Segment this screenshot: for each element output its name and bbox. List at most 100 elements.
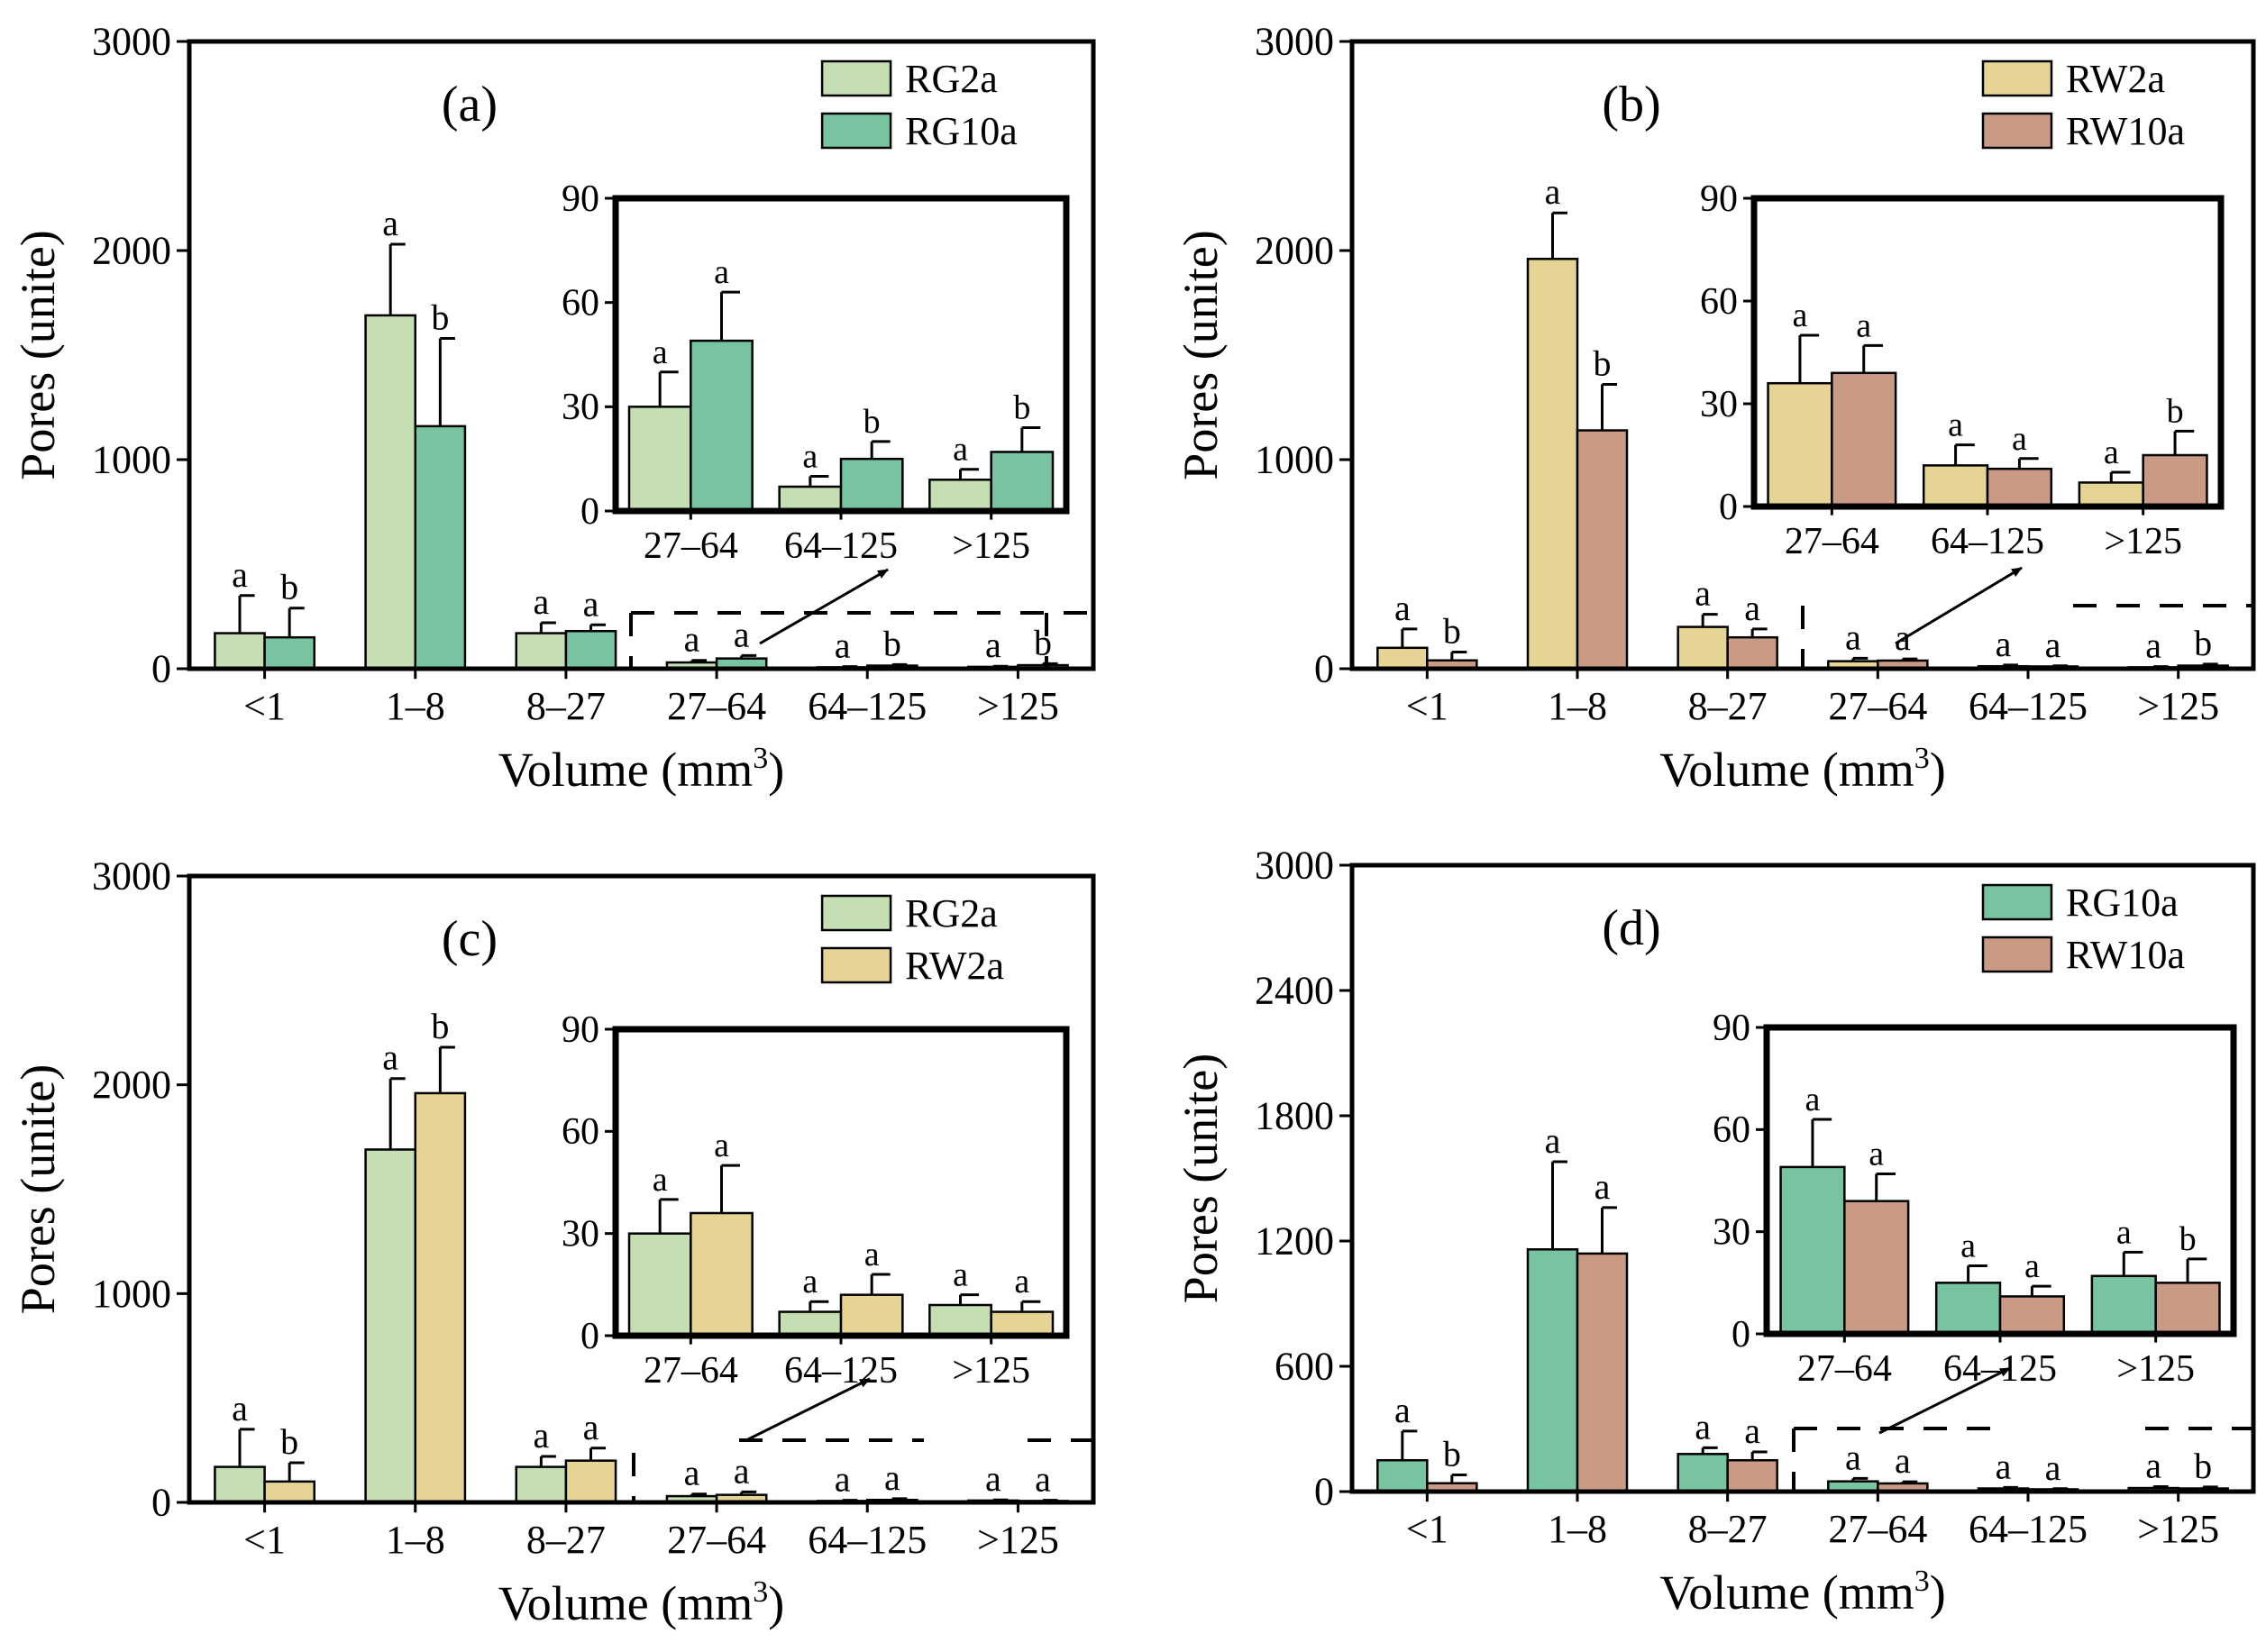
- significance-letter: a: [1845, 1437, 1861, 1477]
- bar: [2078, 481, 2144, 508]
- significance-letter: b: [863, 403, 881, 441]
- bar: [928, 479, 992, 513]
- significance-letter: a: [1869, 1135, 1884, 1173]
- inset-b: 0 30 60 90 27–64 64–125 >125 a a a a a b: [1700, 178, 2225, 562]
- bar: [778, 1310, 843, 1337]
- y-tick-label: 30: [1700, 384, 1738, 425]
- y-tick-label: 0: [1731, 1314, 1750, 1355]
- significance-letter: a: [985, 625, 1001, 665]
- bar: [564, 629, 617, 671]
- x-tick-label: >125: [952, 525, 1030, 567]
- x-axis-title-main: Volume (mm: [498, 1576, 754, 1630]
- x-tick-label: >125: [2137, 1507, 2219, 1551]
- x-tick-label: 8–27: [526, 1518, 606, 1562]
- bar: [839, 1293, 904, 1337]
- plot-frame: [187, 873, 1096, 1505]
- x-tick-label: 27–64: [1797, 1348, 1892, 1390]
- bar: [515, 632, 568, 671]
- x-tick-label: 64–125: [1931, 521, 2044, 562]
- bar: [690, 339, 754, 513]
- significance-letter: a: [1695, 1406, 1711, 1447]
- significance-letter: a: [382, 1037, 398, 1078]
- significance-letter: a: [2116, 1213, 2132, 1251]
- significance-letter: a: [2145, 1445, 2161, 1485]
- bar: [414, 424, 467, 671]
- significance-letter: a: [1394, 588, 1411, 628]
- x-tick-label: 64–125: [1943, 1348, 2057, 1390]
- significance-letter: a: [2024, 1247, 2040, 1285]
- significance-letter: a: [2104, 434, 2119, 471]
- y-tick-label: 30: [562, 387, 599, 428]
- y-tick-label: 600: [1275, 1345, 1334, 1389]
- x-axis-title: Volume (mm3): [498, 742, 784, 797]
- significance-letter: a: [1744, 588, 1760, 628]
- bar: [214, 1465, 266, 1504]
- y-tick-label: 3000: [92, 20, 171, 64]
- x-tick-label: 27–64: [1785, 521, 1879, 562]
- x-axis-title-end: ): [1930, 1565, 1946, 1620]
- x-axis-title-sup: 3: [753, 742, 768, 775]
- significance-letter: a: [953, 431, 968, 469]
- significance-letter: a: [382, 203, 398, 243]
- significance-letter: a: [1948, 406, 1963, 444]
- inset-c: 0 30 60 90 27–64 64–125 >125 a a a a a a: [562, 1009, 1070, 1392]
- plot-frame: [1763, 1024, 2237, 1337]
- y-tick-label: 0: [1314, 1470, 1334, 1514]
- panel-label: (d): [1602, 900, 1660, 956]
- zoom-arrow: [1895, 566, 2023, 645]
- x-tick-label: 1–8: [386, 1518, 445, 1562]
- x-axis-title-end: ): [768, 743, 784, 797]
- y-tick-label: 1000: [92, 438, 171, 482]
- y-tick-label: 60: [1713, 1109, 1750, 1151]
- y-tick-label: 2000: [92, 1063, 171, 1107]
- x-tick-label: <1: [1406, 684, 1448, 728]
- significance-letter: b: [2194, 623, 2212, 663]
- x-tick-label: 64–125: [808, 684, 927, 728]
- legend-label: RG10a: [905, 109, 1018, 153]
- significance-letter: a: [802, 1263, 818, 1301]
- y-tick-label: 1000: [92, 1272, 171, 1316]
- significance-letter: b: [1443, 1433, 1461, 1474]
- x-tick-label: 27–64: [1828, 1507, 1927, 1551]
- significance-letter: a: [1805, 1081, 1820, 1118]
- significance-letter: b: [2179, 1220, 2197, 1258]
- y-tick-label: 60: [562, 283, 599, 324]
- bar: [1677, 1453, 1729, 1493]
- bar: [1934, 1282, 2002, 1336]
- bar: [928, 1303, 992, 1337]
- x-axis-title-main: Volume (mm: [498, 743, 754, 797]
- significance-letter: a: [1394, 1390, 1411, 1430]
- x-axis-title-sup: 3: [753, 1575, 768, 1609]
- bar: [990, 1310, 1055, 1337]
- bar: [1526, 1248, 1579, 1493]
- x-tick-label: <1: [1406, 1507, 1448, 1551]
- bar: [2154, 1282, 2221, 1336]
- bar: [1576, 429, 1629, 671]
- legend-label: RW10a: [2066, 933, 2185, 977]
- legend-label: RG10a: [2066, 881, 2179, 925]
- significance-letter: b: [431, 297, 449, 337]
- bar: [839, 457, 904, 513]
- bar: [778, 485, 843, 513]
- bar: [627, 1232, 692, 1337]
- y-tick-label: 0: [580, 491, 599, 533]
- y-tick-label: 1800: [1255, 1094, 1334, 1138]
- x-axis-title-end: ): [768, 1576, 784, 1630]
- legend-swatch: [820, 894, 892, 932]
- bar: [1726, 635, 1778, 671]
- x-tick-label: 64–125: [1969, 684, 2088, 728]
- bar: [263, 635, 315, 671]
- significance-letter: a: [1594, 1166, 1611, 1207]
- significance-letter: a: [1960, 1227, 1976, 1264]
- significance-letter: a: [232, 554, 248, 595]
- significance-letter: a: [583, 583, 599, 624]
- significance-letter: a: [2045, 625, 2061, 665]
- significance-letter: b: [1034, 622, 1052, 662]
- x-tick-label: 8–27: [1688, 1507, 1768, 1551]
- significance-letter: a: [1744, 1410, 1760, 1451]
- significance-letter: b: [2167, 392, 2184, 430]
- significance-letter: a: [835, 1459, 851, 1500]
- x-tick-label: >125: [2104, 521, 2182, 562]
